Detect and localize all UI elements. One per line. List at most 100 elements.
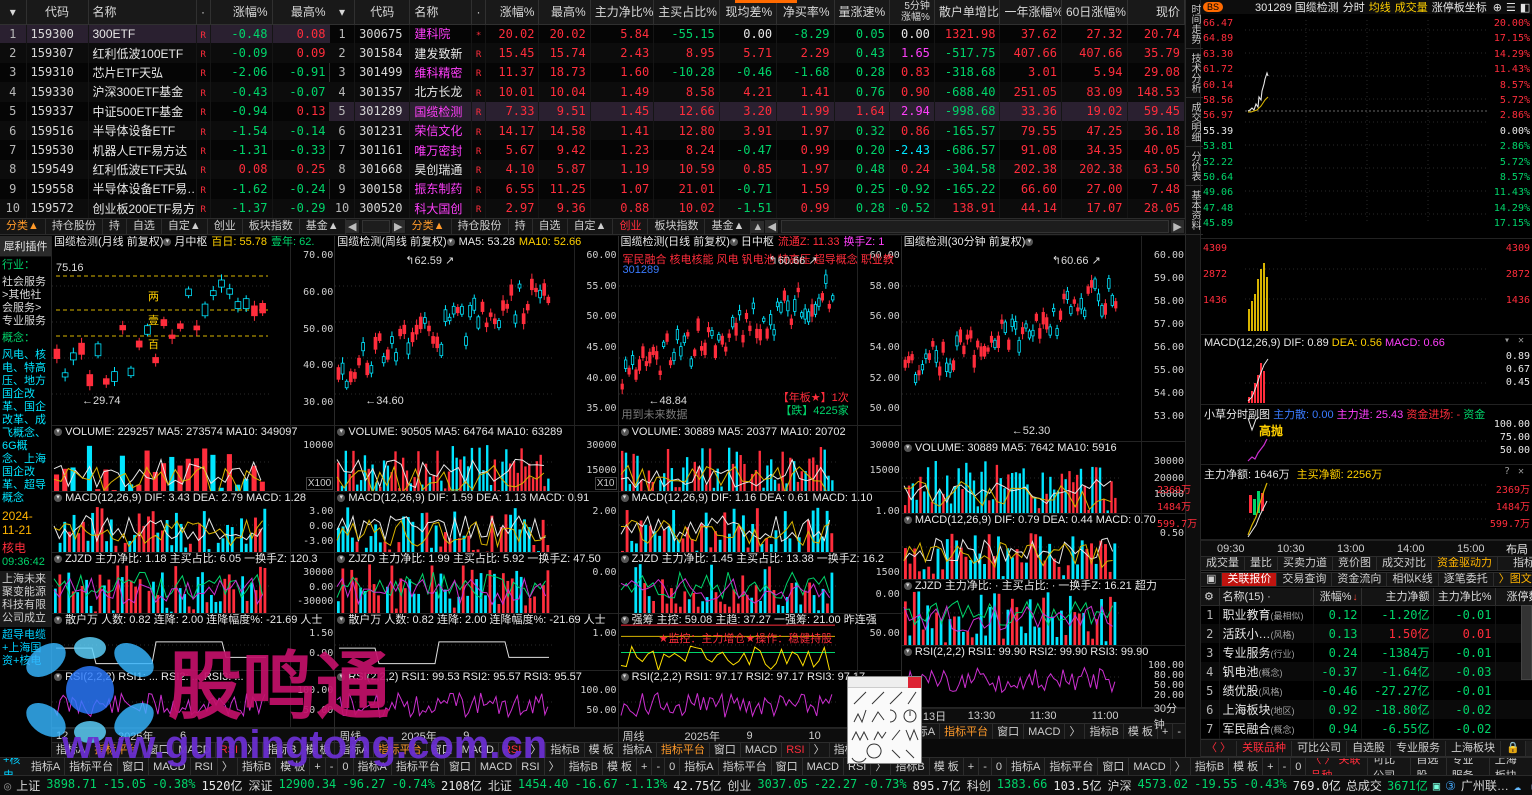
collapse-icon[interactable]: ▾ xyxy=(54,616,62,625)
collapse-icon[interactable]: ▾ xyxy=(54,555,62,564)
cell-toolbar-btn-3[interactable]: MACD xyxy=(174,743,216,757)
tab-left-3[interactable]: 自选 xyxy=(127,219,162,234)
mode-fenshi[interactable]: 分时 xyxy=(1342,2,1365,14)
botbar-1-btn-2[interactable]: 窗口 xyxy=(445,758,476,775)
related-quotes-list[interactable]: ⚙ 名称(15) · 涨幅% 主力净额 主力净比% 涨停数 1职业教育(最相似)… xyxy=(1201,588,1532,739)
price-pane[interactable]: 国缆检测(30分钟 前复权) ▾ 60.00 59.00 58.00 57.00 56.00… xyxy=(901,236,1185,442)
collapse-icon[interactable]: ▾ xyxy=(54,427,62,436)
table-row[interactable]: 1 300675 建科院 * 20.02 20.02 5.84 -55.15 0.00 -8.29… xyxy=(330,24,1185,44)
tab-right-0[interactable]: 分类▲ xyxy=(406,219,452,234)
col-related-main-net[interactable]: 主力净额 xyxy=(1361,588,1434,606)
qc-pane[interactable]: ▾ 强筹 主控: 59.08 主趋: 37.27 一强筹: 21.00 昨连强 ★… xyxy=(618,613,901,672)
list-name[interactable]: 上海板块(地区) xyxy=(1219,700,1314,719)
rsi-pane[interactable]: ▾ RSI(2,2,2) RSI1: ... RSI2: ... RSI3: .… xyxy=(52,671,335,729)
volume-pane[interactable]: ▾ VOLUME: 30889 MA5: 20377 MA10: 20702 30… xyxy=(618,425,901,493)
cell-toolbar-btn-7[interactable]: + xyxy=(1158,724,1174,739)
table-row[interactable]: 8 159549 红利低波ETF天弘 R 0.08 0.25 xyxy=(0,159,331,180)
collapse-icon[interactable]: ▾ xyxy=(337,555,346,564)
tab-left-0[interactable]: 分类▲ xyxy=(0,219,46,234)
tabstrip-scroll-thumb[interactable] xyxy=(361,220,390,233)
botbar-3-btn-7[interactable]: + xyxy=(1263,758,1279,775)
botbar-0-btn-10[interactable]: 0 xyxy=(338,758,354,775)
table-row[interactable]: 9 159558 半导体设备ETF易… R -1.62 -0.24 xyxy=(0,179,331,199)
chevron-down-icon[interactable]: ▾ xyxy=(446,238,455,247)
col-sort-handle[interactable]: ▾ xyxy=(0,0,27,25)
cell-toolbar-btn-4[interactable]: RSI xyxy=(499,743,527,757)
row-name[interactable]: 半导体设备ETF xyxy=(88,120,197,141)
collapse-icon[interactable]: ▾ xyxy=(903,444,912,453)
cell-toolbar-btn-6[interactable]: 模 板 xyxy=(1124,724,1158,739)
table-row[interactable]: 2 159307 红利低波100ETF R -0.09 0.09 xyxy=(0,43,331,63)
tab-left-6[interactable]: 板块指数 xyxy=(243,219,300,234)
botbar-2-btn-0[interactable]: 指标A xyxy=(680,758,719,775)
table-row[interactable]: 4 159330 沪深300ETF基金 R -0.43 -0.07 xyxy=(0,82,331,102)
broker-name[interactable]: 广州联… xyxy=(1460,779,1509,793)
row-code[interactable]: 300158 xyxy=(354,179,411,199)
row-code[interactable]: 301161 xyxy=(354,140,411,160)
collapse-icon[interactable]: ▾ xyxy=(620,427,629,436)
botbar-1-btn-6[interactable]: 指标B xyxy=(565,758,603,775)
row-name[interactable]: 振东制药 xyxy=(409,179,472,199)
cell-toolbar-btn-0[interactable]: 指标A xyxy=(335,743,374,757)
col-volume-speed[interactable]: 量涨速% xyxy=(834,0,890,25)
split-view-icon[interactable]: ◧ xyxy=(1519,1,1531,14)
botbar-0-btn-7[interactable]: 模 板 xyxy=(276,758,311,775)
cell-toolbar-btn-7[interactable]: 模 板 xyxy=(585,743,618,757)
chart-cell-weekly[interactable]: 国缆检测(周线 前复权) ▾ MA5: 53.28 MA10: 52.66 60.00 5… xyxy=(335,236,619,757)
cloud-icon[interactable]: ☁ xyxy=(1513,778,1522,793)
price-pane[interactable]: 国缆检测(周线 前复权) ▾ MA5: 53.28 MA10: 52.66 60.00 5… xyxy=(335,236,618,426)
zjzd-pane[interactable]: ▾ ZJZD 主力净比: 1.99 主买占比: 5.92 一换手Z: 47.50… xyxy=(335,553,618,614)
botbar-0-btn-8[interactable]: + xyxy=(310,758,326,775)
collapse-icon[interactable]: ▾ xyxy=(337,616,346,625)
botbar-3-btn-1[interactable]: 指标平台 xyxy=(1045,758,1099,775)
botbar-2-btn-5[interactable]: 〉 xyxy=(871,758,892,775)
right-vtab-1[interactable]: 技术分析 xyxy=(1186,49,1203,98)
shareholder-pane[interactable]: ▾ 散户万 人数: 0.82 连降: 2.00 连降幅度%: -21.69 人士… xyxy=(335,613,618,672)
macd-collapse-icon[interactable]: ▾ xyxy=(1503,335,1510,346)
row-name[interactable]: 唯万密封 xyxy=(409,140,472,160)
col-retail-order-growth[interactable]: 散户单增比 xyxy=(934,0,1001,25)
menu-icon[interactable]: ☰ xyxy=(1506,1,1516,14)
cell-toolbar-btn-7[interactable]: 模 板 xyxy=(301,743,334,757)
collapse-icon[interactable]: ▾ xyxy=(337,673,346,682)
botbar-2-btn-10[interactable]: 0 xyxy=(992,758,1007,775)
tab-left-1[interactable]: 持仓股份 xyxy=(46,219,103,234)
toolbox-icons[interactable] xyxy=(848,688,921,763)
botbar-2-btn-7[interactable]: 模 板 xyxy=(930,758,964,775)
collapse-icon[interactable]: ▾ xyxy=(337,494,346,503)
category-tabstrip[interactable]: 分类▲ 持仓股份持自选 自定▲ 创业 板块指数 基金▲ ◀ ▶ 分类▲ 持仓股份持自选 自定▲… xyxy=(0,218,1185,235)
collapse-icon[interactable]: ▾ xyxy=(903,582,912,591)
table-row[interactable]: 10 300520 科大国创 R 2.97 9.36 0.88 10.02 -1.51 0.99 0… xyxy=(330,198,1185,218)
botbar-1-btn-4[interactable]: RSI xyxy=(517,758,545,775)
collapse-icon[interactable]: ▾ xyxy=(903,516,912,525)
cell-toolbar-btn-4[interactable]: RSI xyxy=(216,743,244,757)
zjzd-pane[interactable]: ▾ ZJZD 主力净比: 1.45 主买占比: 13.38 一换手Z: 16.2… xyxy=(618,553,901,614)
rtool2-4[interactable]: 逐笔委托 xyxy=(1439,573,1494,586)
cell-toolbar-btn-8[interactable]: - xyxy=(1173,724,1185,739)
botbar-0-btn-0[interactable]: 指标A xyxy=(27,758,66,775)
botbar-3-btn-5[interactable]: 指标B xyxy=(1191,758,1230,775)
list-name[interactable]: 专业服务(行业) xyxy=(1219,643,1314,662)
xiaocao-subchart[interactable]: 小草分时副图 主力散: 0.00 主力进: 25.43 资金进场: - 资金 1… xyxy=(1201,405,1532,465)
botbar-1-btn-8[interactable]: + xyxy=(637,758,653,775)
scroll-left-arrow[interactable]: ◀ xyxy=(345,220,360,233)
botbar-rtab-0[interactable]: 可比公司 xyxy=(1367,758,1410,775)
table-row[interactable]: 6 159516 半导体设备ETF R -1.54 -0.14 xyxy=(0,120,331,141)
tab-left-2[interactable]: 持 xyxy=(103,219,127,234)
news-headline[interactable]: 上海未来聚变能源科技有限公司成立 xyxy=(0,571,51,627)
col-dot[interactable]: · xyxy=(196,0,211,25)
list-name[interactable]: 军民融合(概念) xyxy=(1219,719,1314,738)
price-pane[interactable]: 国缆检测(日线 前复权) ▾ 日中枢 流通Z: 11.33 换手Z: 1 军民融合 核电核… xyxy=(618,236,901,426)
botbar-rtab-3[interactable]: 上海板块 xyxy=(1488,758,1532,775)
collapse-icon[interactable]: ▾ xyxy=(337,427,346,436)
toolbox-close-icon[interactable] xyxy=(908,677,921,688)
bottom-scroll-track[interactable] xyxy=(1525,740,1532,756)
volume-pane[interactable]: ▾ VOLUME: 90505 MA5: 64764 MA10: 63289 30… xyxy=(335,425,618,493)
tab-right-6[interactable]: 板块指数 xyxy=(648,219,706,234)
